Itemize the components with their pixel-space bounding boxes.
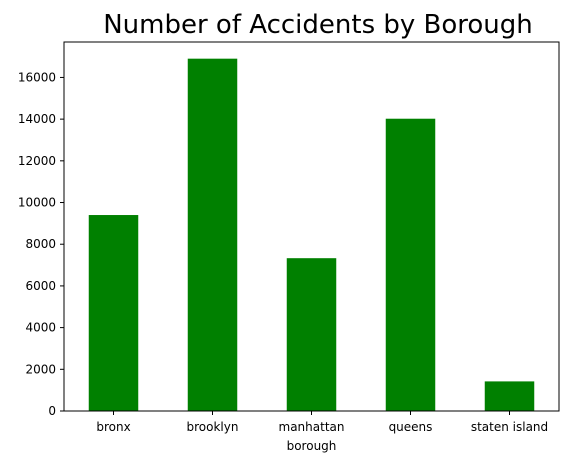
bar-staten-island (484, 381, 535, 411)
bars-group (88, 58, 535, 412)
x-tick-label: queens (389, 420, 433, 434)
x-tick-label: brooklyn (187, 420, 239, 434)
chart-title: Number of Accidents by Borough (103, 10, 533, 40)
y-tick-label: 12000 (18, 154, 56, 168)
x-tick-label: bronx (96, 420, 130, 434)
y-tick-label: 14000 (18, 112, 56, 126)
x-tick-label: manhattan (279, 420, 345, 434)
y-tick-label: 2000 (25, 362, 56, 376)
y-axis: 0 2000 4000 6000 8000 10000 12000 14000 16000 (18, 70, 64, 418)
y-tick-label: 8000 (25, 237, 56, 251)
y-tick-label: 16000 (18, 70, 56, 84)
x-axis-label: borough (287, 439, 337, 453)
bar-manhattan (286, 258, 337, 411)
y-tick-label: 10000 (18, 196, 56, 210)
x-axis: bronx brooklyn manhattan queens staten islan… (96, 411, 548, 434)
bar-bronx (88, 215, 139, 411)
y-tick-label: 4000 (25, 321, 56, 335)
y-tick-label: 0 (48, 404, 56, 418)
bar-brooklyn (187, 58, 238, 411)
bar-queens (385, 118, 436, 412)
x-tick-label: staten island (471, 420, 548, 434)
y-tick-label: 6000 (25, 279, 56, 293)
